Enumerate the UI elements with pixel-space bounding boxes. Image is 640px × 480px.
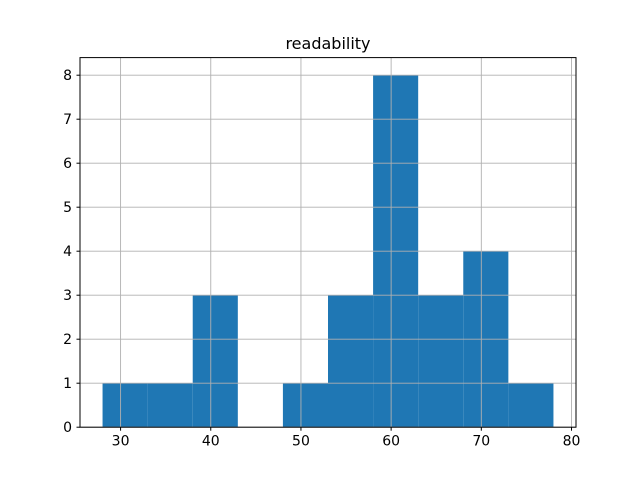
chart-title: readability bbox=[285, 34, 370, 53]
y-tick-label: 1 bbox=[63, 376, 72, 392]
histogram-bar bbox=[508, 383, 554, 428]
y-tick-label: 4 bbox=[63, 244, 72, 260]
tick-layer: 30 40 50 60 70 80 0 1 2 3 4 5 6 7 8 bbox=[63, 68, 580, 450]
y-tick-label: 3 bbox=[63, 288, 72, 304]
x-tick-label: 40 bbox=[202, 434, 220, 450]
histogram-bar bbox=[147, 383, 193, 428]
y-tick-label: 8 bbox=[63, 68, 72, 84]
plot-border bbox=[79, 57, 577, 428]
x-tick-label: 30 bbox=[112, 434, 130, 450]
x-tick-label: 70 bbox=[472, 434, 490, 450]
histogram-bar bbox=[418, 295, 464, 428]
y-tick-label: 5 bbox=[63, 200, 72, 216]
y-tick-label: 2 bbox=[63, 332, 72, 348]
histogram-bar bbox=[192, 295, 238, 428]
x-tick-label: 60 bbox=[382, 434, 400, 450]
histogram-bar bbox=[282, 383, 328, 428]
x-tick-label: 80 bbox=[563, 434, 581, 450]
y-tick-label: 7 bbox=[63, 112, 72, 128]
histogram-bar bbox=[328, 295, 374, 428]
x-tick-label: 50 bbox=[292, 434, 310, 450]
axes-layer bbox=[79, 57, 577, 428]
histogram-bar bbox=[102, 383, 148, 428]
y-tick-label: 6 bbox=[63, 156, 72, 172]
y-tick-label: 0 bbox=[63, 420, 72, 436]
